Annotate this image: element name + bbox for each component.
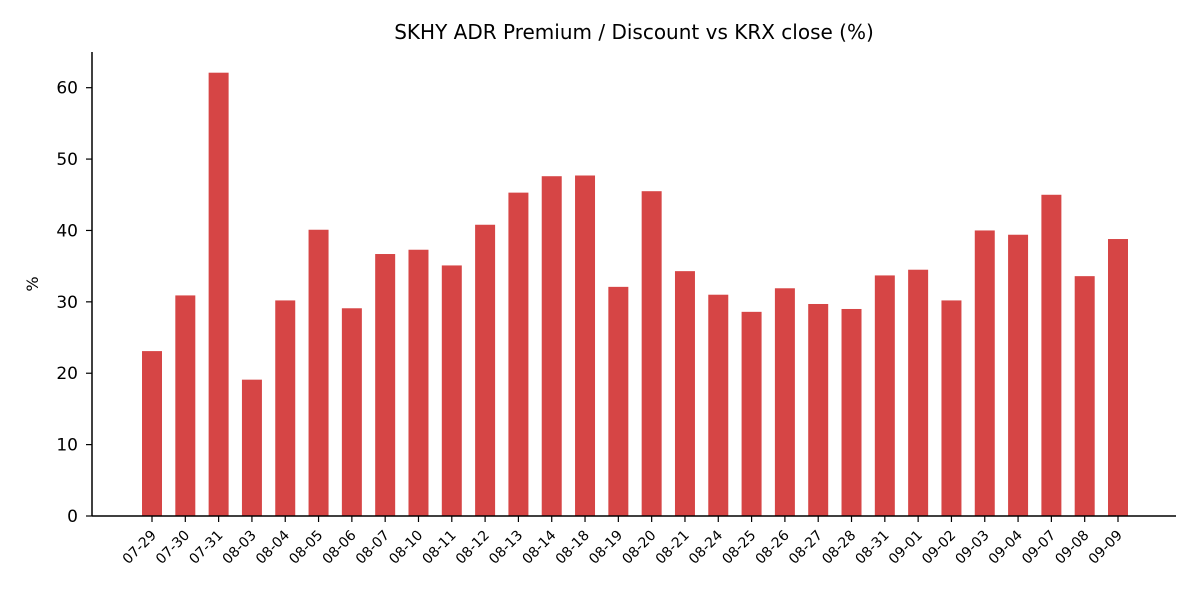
chart-title: SKHY ADR Premium / Discount vs KRX close… <box>394 20 874 44</box>
x-tick-label: 09-08 <box>1052 528 1092 568</box>
x-tick-label: 08-28 <box>819 528 859 568</box>
bar-08-31 <box>874 275 895 516</box>
x-tick-label: 09-07 <box>1019 528 1059 568</box>
x-tick-label: 08-14 <box>519 527 559 567</box>
x-tick-label: 08-04 <box>253 527 293 567</box>
bar-08-18 <box>575 175 596 516</box>
bars-group <box>142 72 1128 517</box>
y-tick-label: 50 <box>56 150 78 170</box>
bar-08-10 <box>408 249 429 517</box>
bar-09-09 <box>1108 239 1128 516</box>
x-tick-label: 09-01 <box>886 528 926 568</box>
bar-08-20 <box>641 191 662 516</box>
bar-08-13 <box>508 192 529 516</box>
y-axis: 0 10 20 30 40 50 60 <box>56 52 93 527</box>
x-tick-label: 08-12 <box>453 528 493 568</box>
y-tick-label: 40 <box>56 221 78 241</box>
bar-09-07 <box>1041 194 1062 516</box>
x-tick-label: 09-04 <box>986 527 1026 567</box>
x-tick-label: 08-19 <box>586 528 626 568</box>
bar-08-27 <box>808 303 829 516</box>
x-tick-label: 08-25 <box>719 528 759 568</box>
bar-07-30 <box>175 295 196 516</box>
bar-08-24 <box>708 294 729 516</box>
y-axis-label: % <box>23 276 42 291</box>
x-tick-label: 08-24 <box>686 527 726 567</box>
bar-08-28 <box>841 308 862 516</box>
x-tick-label: 07-29 <box>120 528 160 568</box>
y-tick-label: 0 <box>67 507 78 527</box>
bar-07-31 <box>208 72 229 516</box>
x-tick-label: 09-02 <box>919 528 959 568</box>
bar-09-04 <box>1008 234 1029 517</box>
x-tick-label: 08-27 <box>786 528 826 568</box>
x-tick-label: 09-03 <box>953 528 993 568</box>
y-tick-label: 60 <box>56 79 78 99</box>
x-tick-label: 07-30 <box>153 528 193 568</box>
bar-08-25 <box>741 311 762 516</box>
x-tick-label: 08-03 <box>220 528 260 568</box>
x-tick-label: 08-07 <box>353 528 393 568</box>
bar-09-08 <box>1074 276 1095 516</box>
bar-08-06 <box>341 308 362 516</box>
x-tick-label: 08-31 <box>853 528 893 568</box>
y-tick-label: 30 <box>56 293 78 313</box>
x-tick-label: 09-09 <box>1086 528 1126 568</box>
bar-08-11 <box>441 265 462 516</box>
bar-08-03 <box>241 379 262 516</box>
x-tick-label: 08-10 <box>386 528 426 568</box>
bar-08-19 <box>608 286 629 516</box>
bar-08-07 <box>375 254 396 516</box>
bar-09-02 <box>941 300 962 516</box>
bar-09-01 <box>908 269 929 516</box>
bar-07-29 <box>142 351 162 516</box>
bar-08-26 <box>774 288 795 516</box>
x-tick-label: 08-21 <box>653 528 693 568</box>
bar-08-04 <box>275 300 296 516</box>
x-tick-label: 07-31 <box>186 528 226 568</box>
y-tick-label: 10 <box>56 436 78 456</box>
y-tick-label: 20 <box>56 364 78 384</box>
x-tick-label: 08-11 <box>420 528 460 568</box>
bar-08-14 <box>541 176 562 516</box>
x-axis: 07-2907-3007-3108-0308-0408-0508-0608-07… <box>92 515 1176 568</box>
x-tick-label: 08-13 <box>486 528 526 568</box>
bar-09-03 <box>974 230 995 516</box>
x-tick-label: 08-05 <box>286 528 326 568</box>
x-tick-label: 08-18 <box>553 528 593 568</box>
x-tick-label: 08-06 <box>320 527 360 567</box>
x-tick-label: 08-20 <box>619 528 659 568</box>
x-tick-label: 08-26 <box>753 527 793 567</box>
bar-08-21 <box>674 271 695 516</box>
bar-08-12 <box>475 224 496 516</box>
bar-08-05 <box>308 229 329 516</box>
